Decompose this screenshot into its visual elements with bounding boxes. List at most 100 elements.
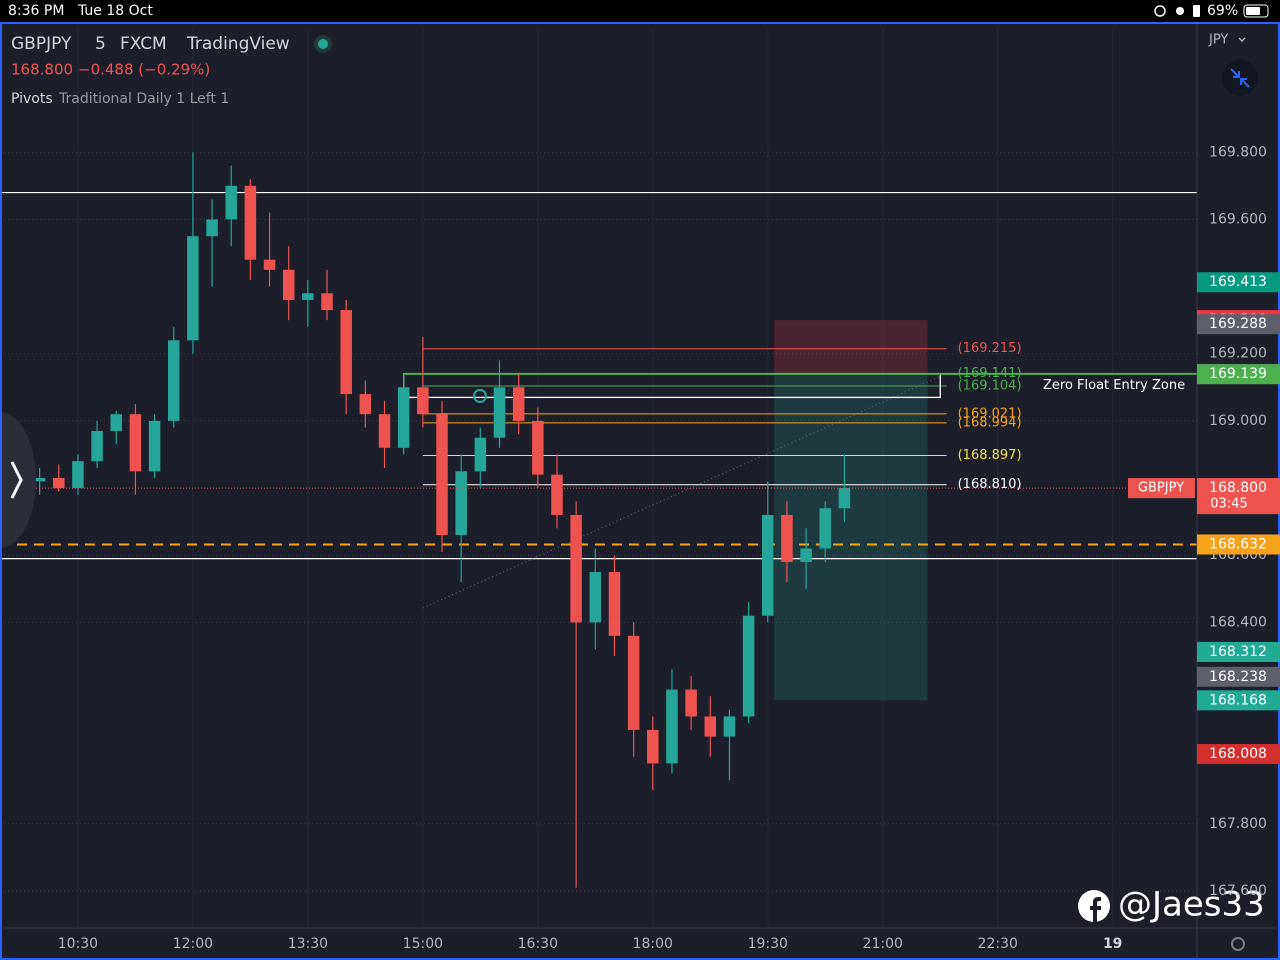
candle-body xyxy=(551,474,563,515)
y-tick-label: 169.600 xyxy=(1209,211,1267,227)
y-tick-label: 167.800 xyxy=(1209,816,1267,832)
status-bar xyxy=(0,0,1280,22)
interval: 5 xyxy=(95,34,106,54)
candle-body xyxy=(321,293,333,311)
status-date: Tue 18 Oct xyxy=(77,3,153,19)
last-price-badge xyxy=(1197,478,1280,515)
status-dot xyxy=(318,39,328,49)
alert-icon[interactable] xyxy=(473,389,487,403)
price-badge xyxy=(1197,534,1280,555)
candle-body xyxy=(723,716,736,737)
candle-body xyxy=(72,461,84,489)
candle-body xyxy=(704,716,717,737)
symbol: GBPJPY xyxy=(11,34,72,54)
x-tick-label: 19:30 xyxy=(748,936,788,952)
symbol-tag xyxy=(1128,478,1195,499)
price-badge-label: 168.238 xyxy=(1209,669,1267,685)
collapse-button[interactable] xyxy=(1222,60,1258,96)
candle-body xyxy=(762,514,774,616)
indicator-name: Pivots xyxy=(11,91,53,107)
price-badge xyxy=(1197,690,1280,711)
x-tick-label: 22:30 xyxy=(978,936,1018,952)
candle-body xyxy=(647,729,659,764)
battery-fill xyxy=(1246,7,1260,15)
candle-body xyxy=(206,219,218,237)
pivot-label: (168.994) xyxy=(958,415,1022,430)
status-icon xyxy=(1176,7,1184,15)
candle-body xyxy=(742,615,755,717)
status-icon xyxy=(1154,5,1166,17)
x-tick-label: 18:00 xyxy=(633,936,673,952)
candle-body xyxy=(129,414,142,472)
candle-body xyxy=(110,414,122,431)
x-tick-label: 16:30 xyxy=(518,936,558,952)
battery-icon xyxy=(1243,4,1269,18)
watermark: @Jaes33 xyxy=(1118,885,1265,925)
countdown: 03:45 xyxy=(1210,497,1247,512)
candle-body xyxy=(187,236,199,341)
candle-body xyxy=(436,414,448,536)
drawer-tab[interactable] xyxy=(0,412,36,548)
pivot-label: (168.810) xyxy=(958,477,1022,492)
x-tick-label: 21:00 xyxy=(863,936,903,952)
candle-body xyxy=(53,478,65,489)
pivot-label: (169.215) xyxy=(958,341,1022,356)
price-badge-label: 169.139 xyxy=(1209,366,1267,382)
candle-body xyxy=(589,572,602,623)
candle-body xyxy=(359,394,372,415)
y-tick-label: 168.400 xyxy=(1209,614,1267,630)
y-tick-label: 169.800 xyxy=(1209,144,1267,160)
candle-body xyxy=(666,689,678,764)
candle-body xyxy=(148,420,161,472)
x-tick-label: 15:00 xyxy=(403,936,443,952)
candle-body xyxy=(781,514,793,562)
stop-zone xyxy=(774,320,928,374)
candle-body xyxy=(455,471,467,536)
candle-body xyxy=(225,185,237,220)
price-badge xyxy=(1197,314,1280,335)
candle-body xyxy=(819,508,832,549)
header-price: 168.800 xyxy=(11,61,73,79)
price-badge-label: 169.288 xyxy=(1209,316,1267,332)
price-badge xyxy=(1197,744,1280,765)
exchange: FXCM xyxy=(120,34,167,54)
price-badge-label: 168.312 xyxy=(1209,644,1267,660)
candle-body xyxy=(263,259,276,270)
price-badge xyxy=(1197,364,1280,385)
candle-body xyxy=(800,548,812,562)
last-price-label: 168.800 xyxy=(1209,480,1267,496)
candle-body xyxy=(570,514,582,623)
settings-icon[interactable] xyxy=(1231,937,1245,951)
x-tick-label: 13:30 xyxy=(288,936,328,952)
candle-body xyxy=(493,387,506,438)
y-tick-label: 167.600 xyxy=(1209,883,1267,899)
candle-body xyxy=(244,185,257,260)
pivot-label: (169.021) xyxy=(958,406,1022,421)
target-zone xyxy=(774,373,928,701)
candle-body xyxy=(474,437,487,472)
candle-body xyxy=(685,689,697,717)
drawer-chevron xyxy=(10,461,23,499)
status-time: 8:36 PM xyxy=(8,3,64,19)
candle-body xyxy=(627,635,640,730)
candle-body xyxy=(532,420,544,475)
header-change: −0.488 (−0.29%) xyxy=(78,61,210,79)
candle-body xyxy=(417,387,429,415)
x-tick-label: 12:00 xyxy=(173,936,213,952)
entry-zone-label: Zero Float Entry Zone xyxy=(1043,378,1185,393)
candle-body xyxy=(378,414,391,448)
trendline xyxy=(422,375,941,609)
candle-body xyxy=(512,387,525,421)
collapse-icon xyxy=(1230,68,1250,88)
candle-body xyxy=(302,293,314,301)
indicator-params: Traditional Daily 1 Left 1 xyxy=(58,91,229,107)
plot: (169.215)(169.141)(169.104)(169.021)(168… xyxy=(0,28,1197,928)
x-tick-label: 10:30 xyxy=(58,936,98,952)
currency[interactable]: JPY xyxy=(1208,33,1228,48)
candle-body xyxy=(91,430,103,462)
price-badge xyxy=(1197,641,1280,662)
status-icon xyxy=(1193,5,1200,17)
price-badge-label: 168.632 xyxy=(1209,536,1267,552)
